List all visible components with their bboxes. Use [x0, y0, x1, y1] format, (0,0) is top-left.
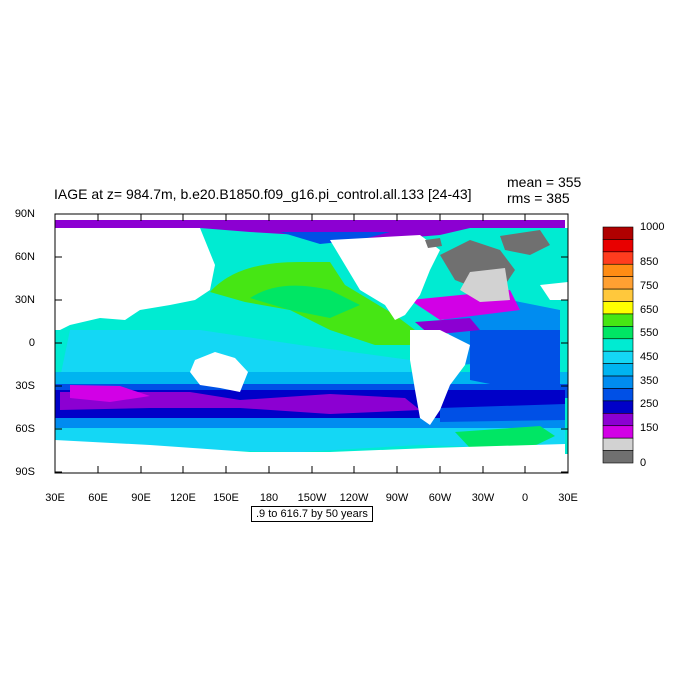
mean-value: mean = 355	[507, 174, 582, 190]
colorbar-swatch	[602, 301, 634, 315]
colorbar-label: 1000	[640, 221, 665, 233]
colorbar-swatch	[602, 350, 634, 364]
lon-label: 120W	[339, 492, 369, 504]
colorbar-swatch	[602, 251, 634, 265]
lon-label: 150W	[297, 492, 327, 504]
colorbar-swatch	[602, 450, 634, 464]
lat-label-30n: 30N	[14, 294, 35, 306]
colorbar-swatch	[602, 263, 634, 277]
missing-data-region	[425, 230, 550, 302]
colorbar	[602, 226, 634, 464]
lon-label: 90E	[131, 492, 151, 504]
colorbar-swatch	[602, 437, 634, 451]
lon-label: 30E	[45, 492, 65, 504]
plot-title: IAGE at z= 984.7m, b.e20.B1850.f09_g16.p…	[54, 186, 472, 202]
land-south-america	[410, 330, 470, 425]
colorbar-swatch	[602, 288, 634, 302]
lat-label-0: 0	[28, 337, 35, 349]
colorbar-label: 550	[640, 327, 659, 339]
colorbar-label: 350	[640, 375, 659, 387]
colorbar-swatch	[602, 276, 634, 290]
lon-label: 60E	[88, 492, 108, 504]
colorbar-swatch	[602, 413, 634, 427]
colorbar-swatch	[602, 425, 634, 439]
colorbar-swatch	[602, 239, 634, 253]
colorbar-label: 850	[640, 256, 659, 268]
land-australia	[190, 352, 248, 392]
colorbar-label: 150	[640, 422, 659, 434]
lat-label-90s: 90S	[15, 466, 35, 478]
colorbar-label: 650	[640, 304, 659, 316]
colorbar-swatch	[602, 375, 634, 389]
colorbar-swatch	[602, 363, 634, 377]
lon-label: 30W	[471, 492, 495, 504]
colorbar-label: 750	[640, 280, 659, 292]
lon-label: 60W	[428, 492, 452, 504]
colorbar-label: 450	[640, 351, 659, 363]
land-north-america	[330, 235, 440, 320]
colorbar-swatch	[602, 226, 634, 240]
lat-label-60n: 60N	[14, 251, 35, 263]
lon-label: 180	[259, 492, 279, 504]
colorbar-label: 0	[640, 457, 647, 469]
lat-label-30s: 30S	[15, 380, 35, 392]
lon-label: 90W	[385, 492, 409, 504]
land-asia-west	[55, 228, 215, 330]
lon-label: 120E	[170, 492, 196, 504]
lat-label-60s: 60S	[15, 423, 35, 435]
rms-value: rms = 385	[507, 190, 570, 206]
lon-label: 30E	[558, 492, 578, 504]
colorbar-swatch	[602, 388, 634, 402]
lat-label-90n: 90N	[14, 208, 35, 220]
colorbar-label: 250	[640, 398, 659, 410]
colorbar-swatch	[602, 338, 634, 352]
colorbar-swatch	[602, 313, 634, 327]
axis-ticks	[54, 213, 569, 473]
lon-label: 0	[521, 492, 529, 504]
colorbar-swatch	[602, 400, 634, 414]
colorbar-swatch	[602, 326, 634, 340]
lon-label: 150E	[213, 492, 239, 504]
contour-info-box: .9 to 616.7 by 50 years	[251, 506, 373, 522]
